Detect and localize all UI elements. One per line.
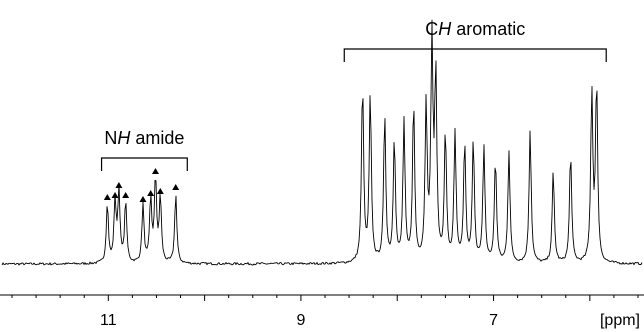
annotation-bracket xyxy=(100,157,188,171)
peak-marker-triangle xyxy=(111,192,119,198)
peak-markers xyxy=(103,168,180,202)
annotation-label: CH aromatic xyxy=(425,19,525,39)
peak-marker-triangle xyxy=(122,192,130,198)
x-axis-unit-label: [ppm] xyxy=(600,312,640,329)
peak-marker-triangle xyxy=(147,190,155,196)
peak-marker-triangle xyxy=(172,184,180,190)
peak-marker-triangle xyxy=(139,196,147,202)
peak-marker-triangle xyxy=(115,182,123,188)
spectrum-series-line xyxy=(1,19,643,266)
x-tick-label: 9 xyxy=(296,312,305,329)
peak-marker-triangle xyxy=(156,188,164,194)
x-tick-label: 11 xyxy=(100,312,117,329)
annotation-label: NH amide xyxy=(104,128,184,148)
region-annotations: NH amide CH aromatic xyxy=(100,19,607,171)
x-tick-label: 7 xyxy=(489,312,498,329)
annotation-bracket xyxy=(343,48,607,62)
peak-marker-triangle xyxy=(103,194,111,200)
x-axis-ticks xyxy=(11,295,639,301)
x-axis: 11 9 7 [ppm] xyxy=(0,294,644,329)
x-axis-tick-labels: 11 9 7 xyxy=(100,312,498,329)
peak-marker-triangle xyxy=(151,168,159,174)
